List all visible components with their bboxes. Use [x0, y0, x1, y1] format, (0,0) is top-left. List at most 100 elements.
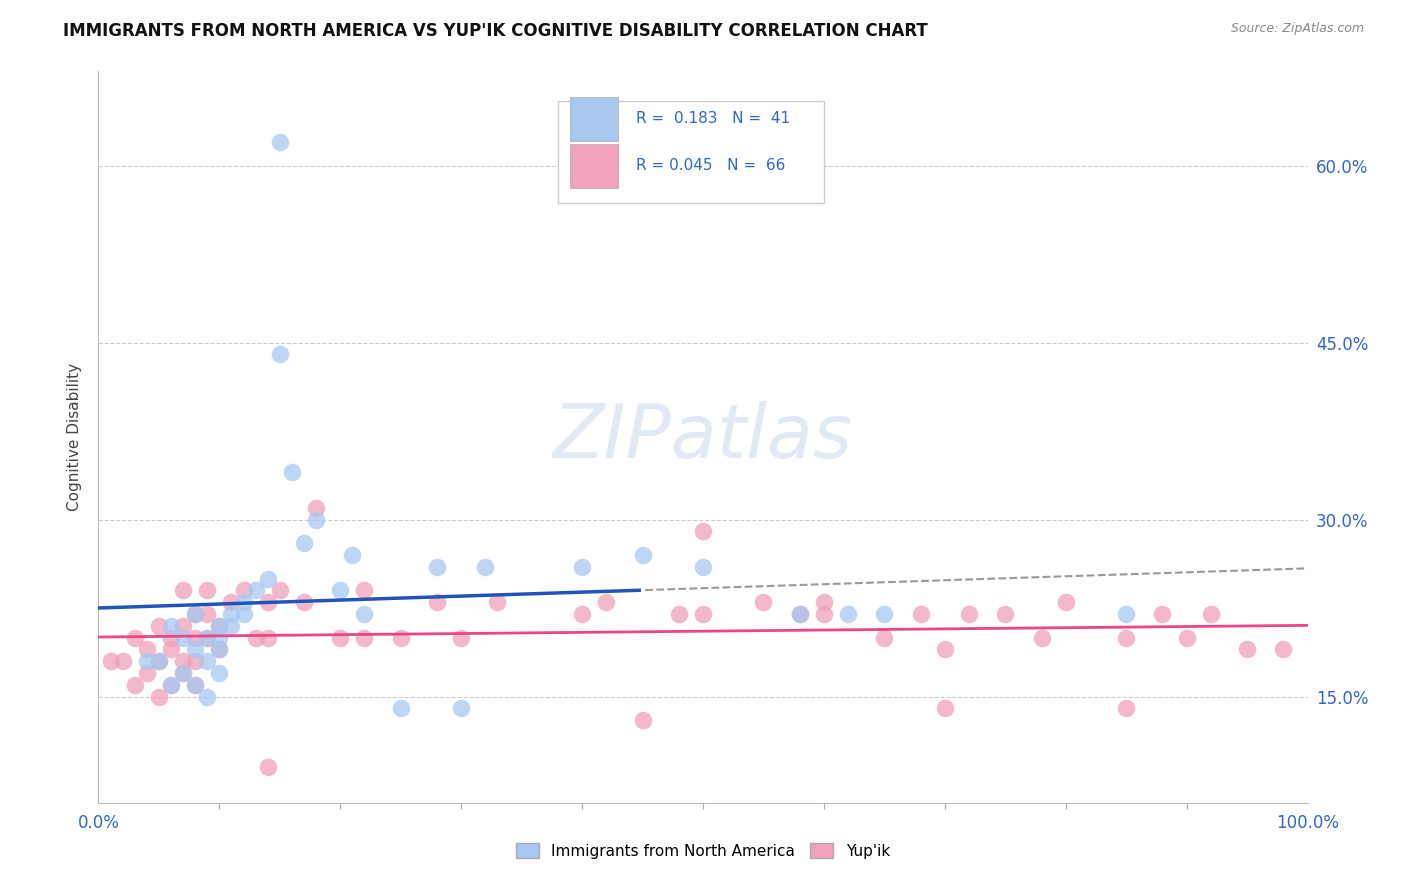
Point: [184, 678, 207, 692]
Point: [631, 713, 654, 727]
Point: [269, 135, 291, 149]
Point: [1199, 607, 1222, 621]
Point: [208, 666, 231, 681]
Point: [389, 701, 412, 715]
Point: [160, 678, 183, 692]
Point: [474, 559, 496, 574]
Point: [184, 678, 207, 692]
Point: [208, 619, 231, 633]
Point: [269, 583, 291, 598]
Point: [135, 666, 157, 681]
Point: [837, 607, 859, 621]
Point: [1054, 595, 1077, 609]
Point: [329, 631, 352, 645]
Point: [221, 595, 243, 609]
Point: [172, 666, 194, 681]
Point: [934, 701, 956, 715]
Point: [245, 583, 267, 598]
Point: [595, 595, 617, 609]
Point: [752, 595, 775, 609]
Point: [195, 631, 218, 645]
FancyBboxPatch shape: [569, 97, 619, 141]
Point: [221, 607, 243, 621]
Point: [305, 500, 328, 515]
Point: [172, 631, 194, 645]
Point: [135, 654, 157, 668]
Point: [100, 654, 122, 668]
Point: [1175, 631, 1198, 645]
Point: [668, 607, 690, 621]
Point: [148, 654, 170, 668]
Point: [184, 607, 207, 621]
Point: [256, 572, 278, 586]
Point: [789, 607, 811, 621]
Point: [1152, 607, 1174, 621]
Point: [281, 466, 304, 480]
Point: [195, 690, 218, 704]
Point: [135, 642, 157, 657]
Point: [221, 619, 243, 633]
Point: [353, 631, 375, 645]
Text: ZIPatlas: ZIPatlas: [553, 401, 853, 473]
Point: [353, 607, 375, 621]
Point: [160, 678, 183, 692]
Point: [148, 654, 170, 668]
Point: [292, 595, 315, 609]
Text: R =  0.183   N =  41: R = 0.183 N = 41: [637, 112, 790, 127]
Point: [172, 666, 194, 681]
Point: [873, 607, 896, 621]
Point: [245, 631, 267, 645]
Text: R = 0.045   N =  66: R = 0.045 N = 66: [637, 159, 786, 173]
Point: [172, 654, 194, 668]
Point: [172, 619, 194, 633]
Point: [256, 631, 278, 645]
Point: [353, 583, 375, 598]
Point: [426, 559, 449, 574]
Point: [1031, 631, 1053, 645]
Point: [195, 583, 218, 598]
Point: [124, 631, 146, 645]
Point: [124, 678, 146, 692]
Point: [450, 631, 472, 645]
Point: [195, 607, 218, 621]
Point: [172, 583, 194, 598]
Point: [1236, 642, 1258, 657]
Point: [1115, 607, 1137, 621]
Point: [256, 595, 278, 609]
Point: [631, 548, 654, 562]
Point: [389, 631, 412, 645]
Point: [450, 701, 472, 715]
Point: [184, 607, 207, 621]
Point: [195, 654, 218, 668]
Point: [111, 654, 134, 668]
Text: Source: ZipAtlas.com: Source: ZipAtlas.com: [1230, 22, 1364, 36]
Point: [789, 607, 811, 621]
Point: [813, 595, 835, 609]
Point: [184, 642, 207, 657]
Point: [957, 607, 980, 621]
Legend: Immigrants from North America, Yup'ik: Immigrants from North America, Yup'ik: [510, 837, 896, 864]
Point: [1115, 631, 1137, 645]
Point: [195, 631, 218, 645]
Point: [232, 607, 254, 621]
Point: [160, 631, 183, 645]
Point: [160, 619, 183, 633]
Point: [232, 583, 254, 598]
Point: [208, 642, 231, 657]
Text: IMMIGRANTS FROM NORTH AMERICA VS YUP'IK COGNITIVE DISABILITY CORRELATION CHART: IMMIGRANTS FROM NORTH AMERICA VS YUP'IK …: [63, 22, 928, 40]
Point: [208, 631, 231, 645]
Point: [232, 595, 254, 609]
Point: [208, 619, 231, 633]
Point: [692, 524, 714, 539]
Point: [160, 642, 183, 657]
Point: [269, 347, 291, 361]
Point: [148, 619, 170, 633]
Point: [329, 583, 352, 598]
Point: [1115, 701, 1137, 715]
FancyBboxPatch shape: [569, 144, 619, 188]
Point: [1272, 642, 1295, 657]
Point: [910, 607, 932, 621]
Point: [571, 607, 593, 621]
Point: [342, 548, 364, 562]
Point: [934, 642, 956, 657]
